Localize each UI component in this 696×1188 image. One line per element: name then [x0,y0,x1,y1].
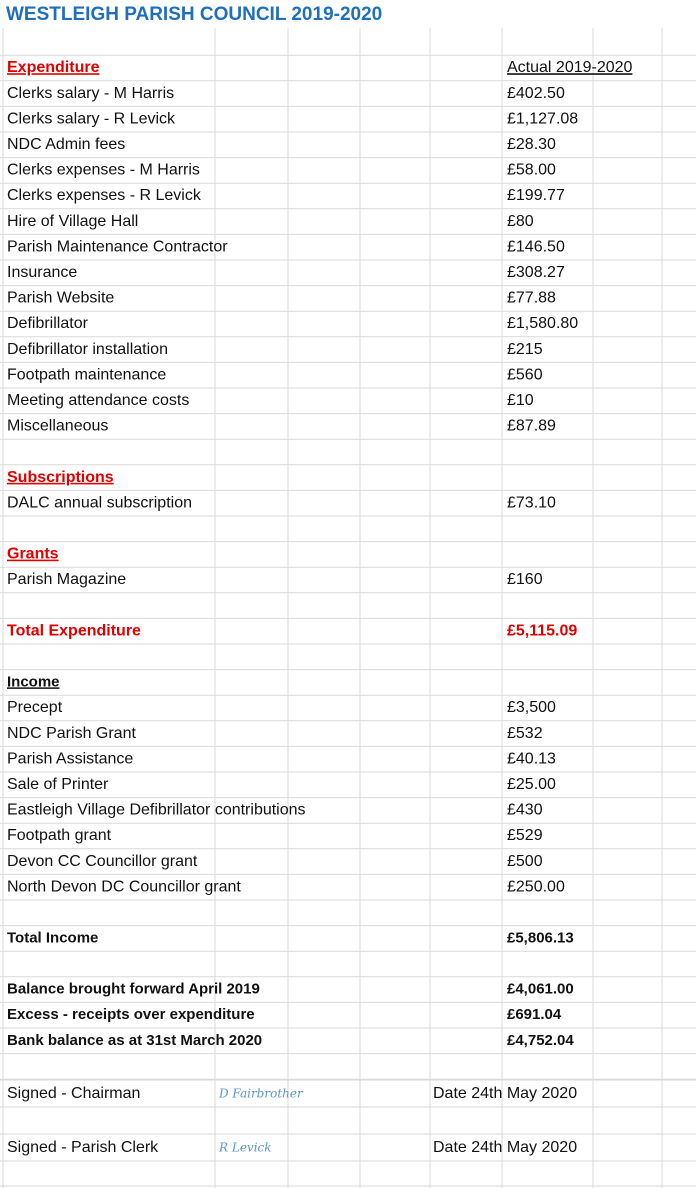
signature-date: Date 24th May 2020 [433,1085,577,1102]
item-label: Defibrillator installation [7,341,168,358]
item-value: £40.13 [507,750,556,767]
item-value: £73.10 [507,494,556,511]
item-value: £1,127.08 [507,110,578,127]
signature-label: Signed - Parish Clerk [7,1139,159,1156]
item-value: £87.89 [507,418,556,435]
item-label: Parish Assistance [7,750,133,767]
balance-value: £4,752.04 [507,1032,574,1049]
item-label: Clerks salary - M Harris [7,85,174,102]
item-label: Clerks expenses - M Harris [7,162,200,179]
item-value: £308.27 [507,264,565,281]
item-label: Footpath grant [7,827,112,844]
item-value: £215 [507,341,543,358]
item-value: £199.77 [507,187,565,204]
item-label: North Devon DC Councillor grant [7,878,241,895]
signature: R Levick [218,1141,272,1155]
total-income-label: Total Income [7,929,98,946]
item-value: £58.00 [507,162,556,179]
item-label: Miscellaneous [7,418,108,435]
signature: D Fairbrother [218,1087,304,1101]
item-value: £430 [507,802,543,819]
item-value: £25.00 [507,776,556,793]
signature-label: Signed - Chairman [7,1085,140,1102]
column-header: Actual 2019-2020 [507,59,633,76]
item-label: DALC annual subscription [7,494,192,511]
item-label: Sale of Printer [7,776,109,793]
balance-label: Balance brought forward April 2019 [7,981,260,998]
item-label: Clerks expenses - R Levick [7,187,202,204]
signature-date: Date 24th May 2020 [433,1139,577,1156]
item-label: Parish Magazine [7,571,126,588]
section-heading: Expenditure [7,59,100,76]
item-label: Hire of Village Hall [7,213,138,230]
item-label: Footpath maintenance [7,366,166,383]
section-heading: Grants [7,546,59,563]
item-label: NDC Parish Grant [7,725,136,742]
balance-label: Excess - receipts over expenditure [7,1006,255,1023]
item-value: £77.88 [507,290,556,307]
total-expenditure-label: Total Expenditure [7,622,141,639]
item-label: Parish Website [7,290,114,307]
item-value: £160 [507,571,543,588]
balance-value: £691.04 [507,1006,562,1023]
item-label: Insurance [7,264,77,281]
item-value: £560 [507,366,543,383]
item-value: £80 [507,213,534,230]
item-value: £532 [507,725,543,742]
total-income-value: £5,806.13 [507,929,574,946]
item-value: £529 [507,827,543,844]
item-value: £500 [507,853,543,870]
item-label: Eastleigh Village Defibrillator contribu… [7,802,306,819]
section-heading: Subscriptions [7,469,114,486]
balance-value: £4,061.00 [507,981,574,998]
item-value: £1,580.80 [507,315,578,332]
item-label: Parish Maintenance Contractor [7,238,228,255]
item-label: NDC Admin fees [7,136,125,153]
item-label: Defibrillator [7,315,89,332]
item-value: £402.50 [507,85,565,102]
item-value: £250.00 [507,878,565,895]
item-label: Meeting attendance costs [7,392,189,409]
section-heading: Income [7,673,60,690]
sheet-title: WESTLEIGH PARISH COUNCIL 2019-2020 [6,4,382,25]
cell-grid [0,28,696,1188]
item-value: £3,500 [507,699,556,716]
item-value: £146.50 [507,238,565,255]
item-label: Devon CC Councillor grant [7,853,198,870]
total-expenditure-value: £5,115.09 [507,622,577,639]
item-value: £10 [507,392,534,409]
item-label: Precept [7,699,63,716]
item-label: Clerks salary - R Levick [7,110,176,127]
balance-label: Bank balance as at 31st March 2020 [7,1032,262,1049]
item-value: £28.30 [507,136,556,153]
